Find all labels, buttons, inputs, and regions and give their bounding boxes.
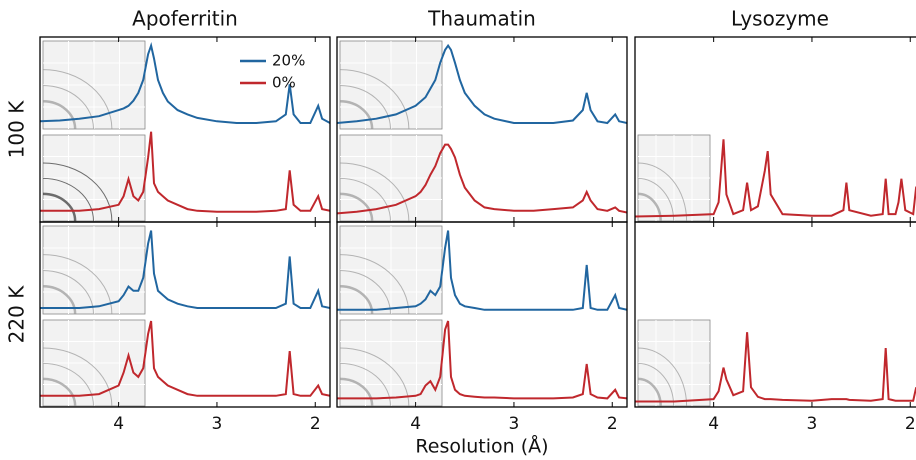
series-line (337, 43, 627, 125)
x-tick-label: 3 (807, 414, 818, 434)
inset-ring (637, 177, 675, 222)
inset-ring (42, 192, 77, 222)
series-line (40, 131, 330, 213)
panel-frame (336, 221, 628, 408)
legend-label: 0% (272, 74, 296, 92)
series-line (337, 143, 627, 215)
inset-ring (42, 347, 113, 407)
series-line (337, 320, 627, 400)
inset-ring (42, 69, 113, 130)
inset-ring (637, 347, 688, 407)
series-line (337, 230, 627, 311)
column-title: Lysozyme (731, 7, 829, 31)
x-tick-label: 2 (310, 414, 321, 434)
legend-label: 20% (272, 52, 305, 70)
series-line (40, 230, 330, 309)
x-tick-label: 4 (410, 414, 421, 434)
column-title: Apoferritin (132, 7, 238, 31)
inset-ring (339, 192, 374, 222)
row-label: 220 K (5, 285, 29, 344)
x-tick-label: 4 (113, 414, 124, 434)
inset-ring (637, 362, 675, 407)
inset-ring (339, 69, 410, 130)
inset-ring (42, 377, 77, 407)
series-line (40, 320, 330, 397)
inset-ring (339, 269, 391, 315)
panel-frame (634, 221, 916, 408)
x-tick-label: 2 (607, 414, 618, 434)
panel-frame (39, 221, 331, 408)
series-line (635, 332, 916, 403)
inset-ring (339, 347, 410, 407)
x-tick-label: 3 (212, 414, 223, 434)
inset-ring (42, 100, 77, 130)
inset-ring (42, 84, 94, 130)
column-title: Thaumatin (427, 7, 536, 31)
x-tick-label: 3 (509, 414, 520, 434)
inset-ring (637, 162, 688, 222)
inset-ring (339, 84, 391, 130)
inset-ring (42, 362, 94, 407)
inset-ring (339, 177, 391, 222)
series-line (635, 139, 916, 218)
inset-ring (339, 254, 410, 315)
inset-ring (339, 162, 410, 222)
inset-ring (42, 285, 77, 315)
inset-ring (339, 377, 374, 407)
x-tick-label: 2 (905, 414, 916, 434)
inset-ring (42, 162, 113, 222)
x-axis-label: Resolution (Å) (415, 435, 548, 458)
row-label: 100 K (5, 100, 29, 159)
series-line (40, 41, 330, 124)
x-tick-label: 4 (708, 414, 719, 434)
inset-ring (42, 177, 94, 222)
inset-ring (339, 100, 374, 130)
